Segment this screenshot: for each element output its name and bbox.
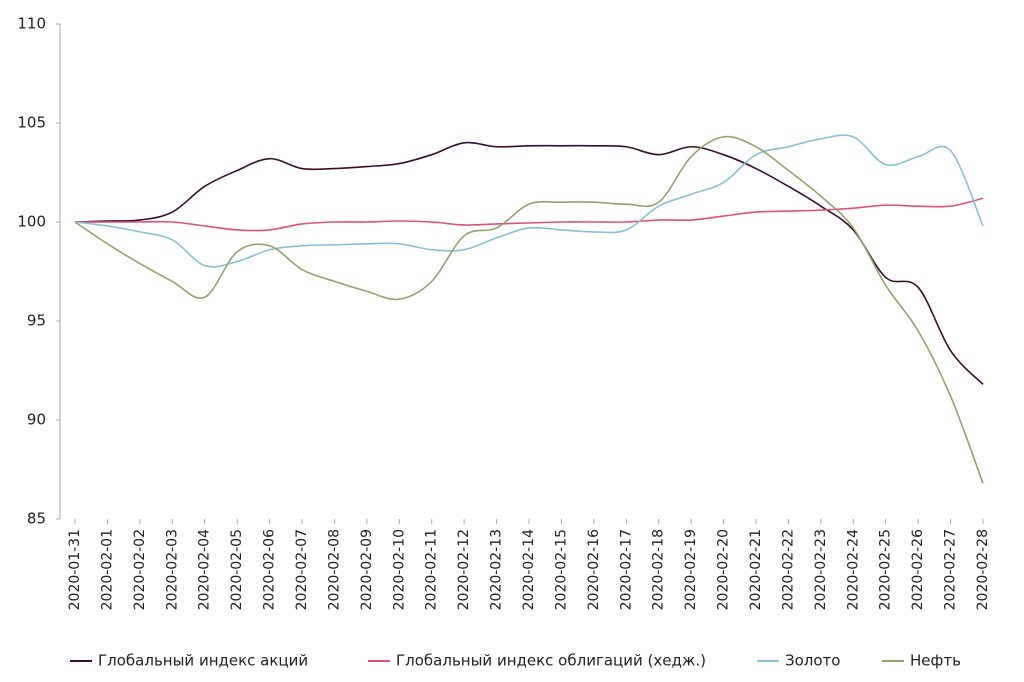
x-tick-label: 2020-02-25 — [878, 529, 894, 610]
x-tick-label: 2020-02-04 — [197, 529, 213, 610]
y-tick-label: 90 — [27, 411, 46, 429]
x-tick-label: 2020-02-17 — [618, 529, 634, 610]
x-tick-label: 2020-02-09 — [359, 529, 375, 610]
x-tick-label: 2020-02-14 — [521, 529, 537, 610]
x-tick-label: 2020-02-05 — [229, 529, 245, 610]
x-tick-label: 2020-02-07 — [294, 529, 310, 610]
y-tick-label: 100 — [17, 213, 46, 231]
x-tick-label: 2020-02-15 — [553, 529, 569, 610]
x-tick-label: 2020-02-27 — [943, 529, 959, 610]
series-line — [74, 141, 984, 385]
x-tick-label: 2020-02-24 — [845, 529, 861, 610]
x-tick-label: 2020-02-13 — [489, 529, 505, 610]
series-line — [74, 135, 984, 484]
x-tick-label: 2020-02-21 — [748, 529, 764, 610]
x-tick-label: 2020-02-23 — [813, 529, 829, 610]
legend-label: Глобальный индекс облигаций (хедж.) — [396, 652, 706, 670]
x-tick-label: 2020-02-26 — [910, 529, 926, 610]
x-tick-label: 2020-02-10 — [391, 529, 407, 610]
x-tick-label: 2020-02-22 — [780, 529, 796, 610]
x-tick-label: 2020-02-11 — [424, 529, 440, 610]
x-tick-label: 2020-02-16 — [586, 529, 602, 610]
x-tick-label: 2020-02-08 — [326, 529, 342, 610]
x-tick-label: 2020-02-02 — [132, 529, 148, 610]
legend-label: Нефть — [910, 652, 961, 670]
legend-label: Глобальный индекс акций — [98, 652, 308, 670]
x-tick-label: 2020-02-03 — [164, 529, 180, 610]
x-tick-label: 2020-02-12 — [456, 529, 472, 610]
x-tick-label: 2020-02-18 — [651, 529, 667, 610]
x-tick-label: 2020-02-20 — [716, 529, 732, 610]
x-tick-label: 2020-01-31 — [67, 529, 83, 610]
series-line — [74, 134, 984, 268]
y-tick-label: 85 — [27, 510, 46, 528]
y-tick-label: 95 — [27, 312, 46, 330]
legend-label: Золото — [785, 652, 840, 670]
series-line — [75, 197, 984, 232]
y-tick-label: 105 — [17, 114, 46, 132]
x-tick-label: 2020-02-06 — [262, 529, 278, 610]
x-tick-label: 2020-02-19 — [683, 529, 699, 610]
x-tick-label: 2020-02-28 — [975, 529, 991, 610]
x-tick-label: 2020-02-01 — [99, 529, 115, 610]
y-tick-label: 110 — [17, 15, 46, 33]
